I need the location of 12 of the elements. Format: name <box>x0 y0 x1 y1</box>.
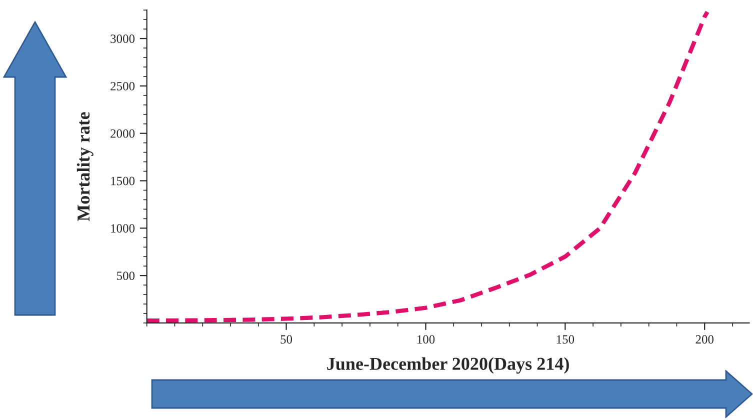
x-axis-title: June-December 2020(Days 214) <box>327 357 569 374</box>
y-tick-label: 1000 <box>111 224 135 233</box>
y-tick-label: 1500 <box>111 176 135 186</box>
x-tick-label: 100 <box>417 335 435 344</box>
y-tick-label: 3000 <box>110 34 135 43</box>
x-tick-label: 50 <box>280 335 292 344</box>
y-tick-label: 2500 <box>110 82 135 90</box>
y-tick-label: 500 <box>117 272 135 280</box>
x-tick-label: 200 <box>696 335 714 344</box>
y-tick-label: 2000 <box>110 129 135 138</box>
x-tick-label: 150 <box>556 335 574 344</box>
y-axis-title: Mortality rate <box>76 112 94 222</box>
